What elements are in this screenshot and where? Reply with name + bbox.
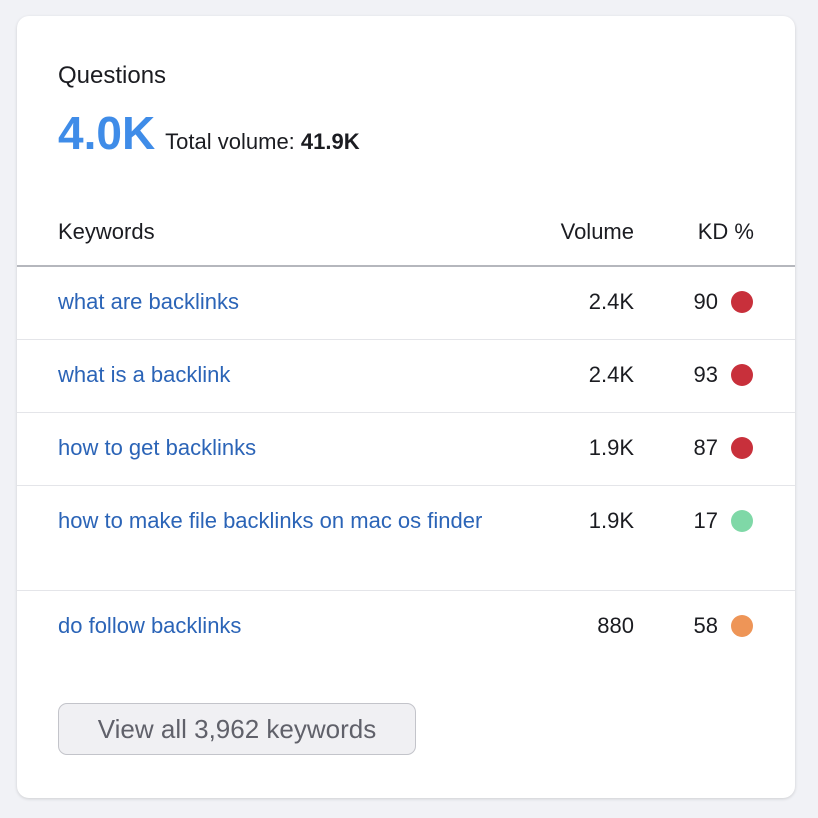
kd-value: 93 [693, 362, 718, 387]
total-volume-value: 41.9K [300, 129, 360, 154]
kd-value: 17 [693, 508, 718, 533]
kd-difficulty-dot-icon [731, 510, 753, 532]
view-all-keywords-button[interactable]: View all 3,962 keywords [58, 703, 416, 755]
kd-difficulty-dot-icon [731, 291, 753, 313]
keyword-link[interactable]: how to make file backlinks on mac os fin… [58, 508, 483, 533]
kd-value: 58 [693, 613, 718, 638]
questions-count: 4.0K [58, 107, 156, 159]
keyword-link[interactable]: how to get backlinks [58, 435, 257, 460]
kd-value: 87 [693, 435, 718, 460]
header-volume: Volume [560, 219, 634, 244]
volume-value: 2.4K [588, 289, 634, 314]
header-kd: KD % [697, 219, 754, 244]
summary: 4.0K Total volume: 41.9K [58, 106, 360, 160]
total-volume-label: Total volume: [165, 129, 295, 154]
total-volume: Total volume: 41.9K [165, 129, 359, 155]
volume-value: 1.9K [588, 508, 634, 533]
header-keywords: Keywords [58, 219, 155, 244]
questions-card: Questions 4.0K Total volume: 41.9K Keywo… [17, 16, 795, 798]
table-row: what are backlinks 2.4K 90 [17, 266, 795, 340]
card-title: Questions [58, 62, 167, 89]
kd-difficulty-dot-icon [731, 615, 753, 637]
keyword-link[interactable]: what are backlinks [58, 289, 239, 314]
kd-difficulty-dot-icon [731, 437, 753, 459]
volume-value: 1.9K [588, 435, 634, 460]
kd-difficulty-dot-icon [731, 364, 753, 386]
kd-value: 90 [693, 289, 718, 314]
table-row: how to make file backlinks on mac os fin… [17, 485, 795, 591]
table-row: what is a backlink 2.4K 93 [17, 339, 795, 413]
table-row: do follow backlinks 880 58 [17, 590, 795, 663]
volume-value: 2.4K [588, 362, 634, 387]
volume-value: 880 [597, 613, 634, 638]
table-row: how to get backlinks 1.9K 87 [17, 412, 795, 486]
keyword-link[interactable]: what is a backlink [58, 362, 231, 387]
table-header: Keywords Volume KD % [17, 216, 795, 267]
keyword-link[interactable]: do follow backlinks [58, 613, 242, 638]
